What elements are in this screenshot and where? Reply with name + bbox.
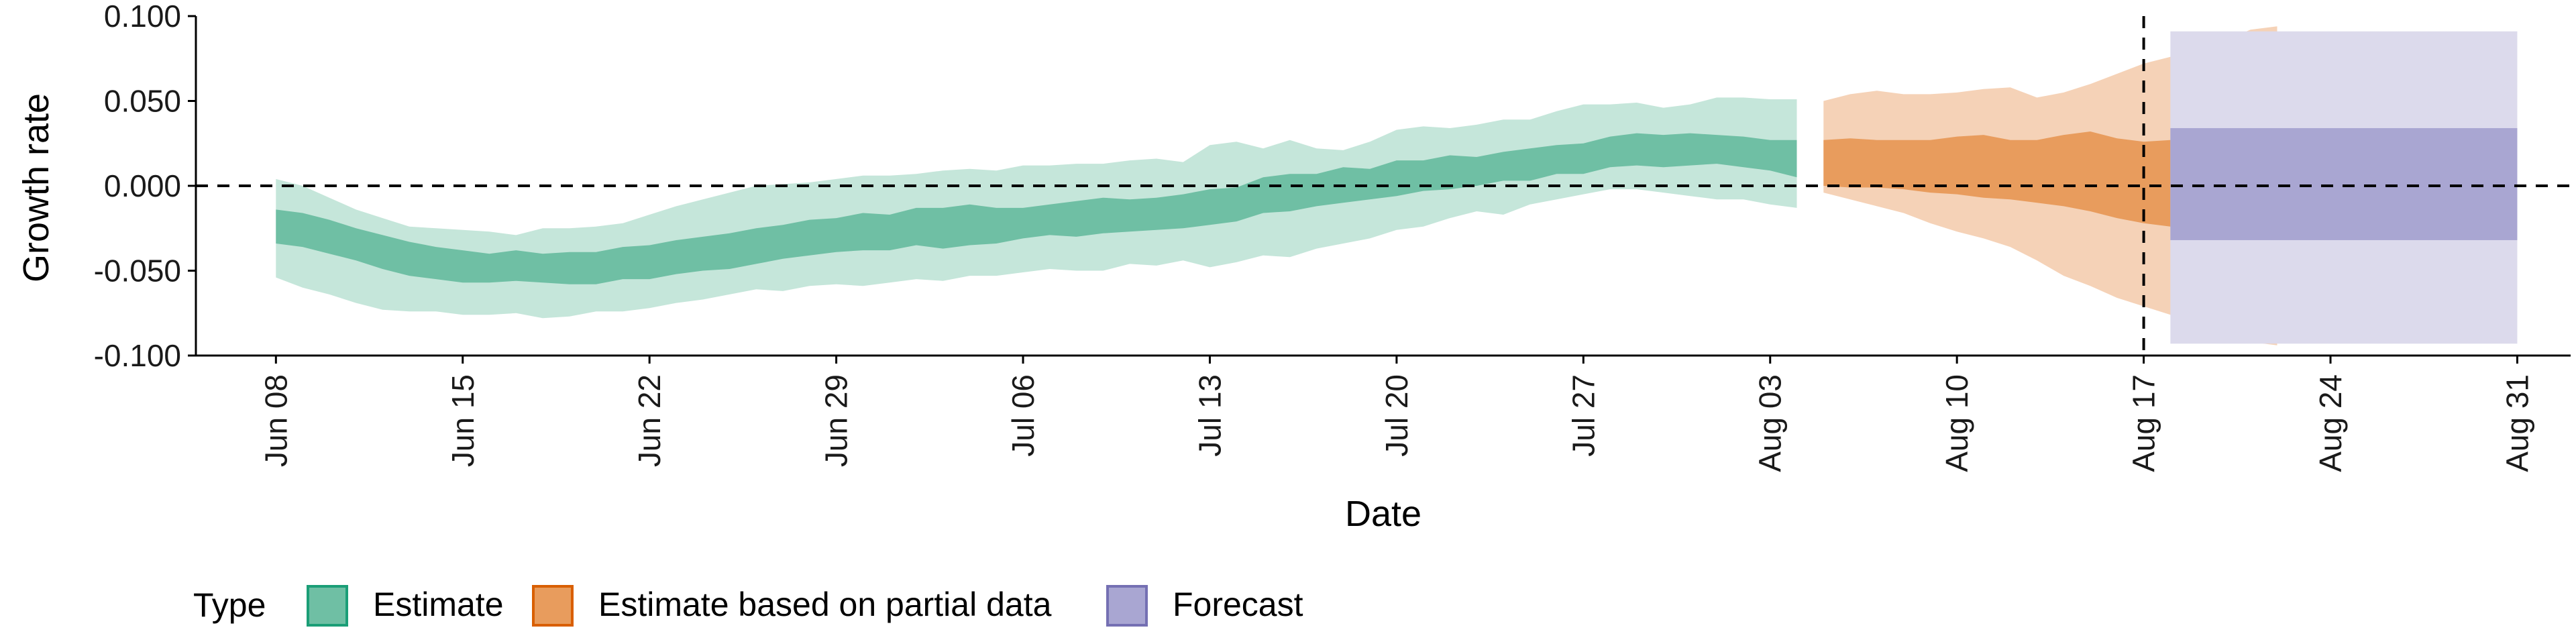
x-tick-label: Aug 31 xyxy=(2500,374,2534,472)
x-tick-label: Jun 15 xyxy=(445,374,480,467)
band-inner-forecast xyxy=(2170,127,2518,240)
legend-swatch-estimate xyxy=(307,585,348,627)
x-axis-title: Date xyxy=(1345,494,1421,534)
y-axis-title: Growth rate xyxy=(16,93,56,282)
legend-label-estimate: Estimate xyxy=(373,586,504,623)
legend-title: Type xyxy=(193,586,266,624)
axes: 0.100 0.050 0.000 -0.050 -0.100 Jun 08 Jun 15 J… xyxy=(94,0,2571,472)
x-tick-label: Aug 10 xyxy=(1939,374,1974,472)
x-tick-label: Jul 13 xyxy=(1193,374,1228,457)
y-tick-label: -0.100 xyxy=(94,338,181,373)
x-tick-label: Aug 17 xyxy=(2127,374,2161,472)
y-tick-label: -0.050 xyxy=(94,254,181,288)
y-tick-label: 0.050 xyxy=(104,84,181,119)
y-tick-label: 0.100 xyxy=(104,0,181,34)
y-tick-label: 0.000 xyxy=(104,168,181,203)
legend: Type Estimate Estimate based on partial … xyxy=(193,585,1303,627)
x-tick-label: Aug 24 xyxy=(2313,374,2348,472)
x-tick-label: Aug 03 xyxy=(1753,374,1788,472)
x-tick-label: Jun 22 xyxy=(632,374,667,467)
x-tick-label: Jun 29 xyxy=(819,374,854,467)
x-tick-label: Jul 20 xyxy=(1379,374,1414,457)
x-tick-label: Jul 27 xyxy=(1566,374,1601,457)
legend-label-forecast: Forecast xyxy=(1173,586,1303,623)
x-tick-label: Jun 08 xyxy=(258,374,293,467)
plot-area xyxy=(196,16,2571,356)
band-inner-estimate xyxy=(276,133,1797,284)
legend-swatch-partial xyxy=(532,585,574,627)
legend-swatch-forecast xyxy=(1106,585,1148,627)
x-tick-label: Jul 06 xyxy=(1006,374,1040,457)
legend-label-partial: Estimate based on partial data xyxy=(598,586,1052,623)
